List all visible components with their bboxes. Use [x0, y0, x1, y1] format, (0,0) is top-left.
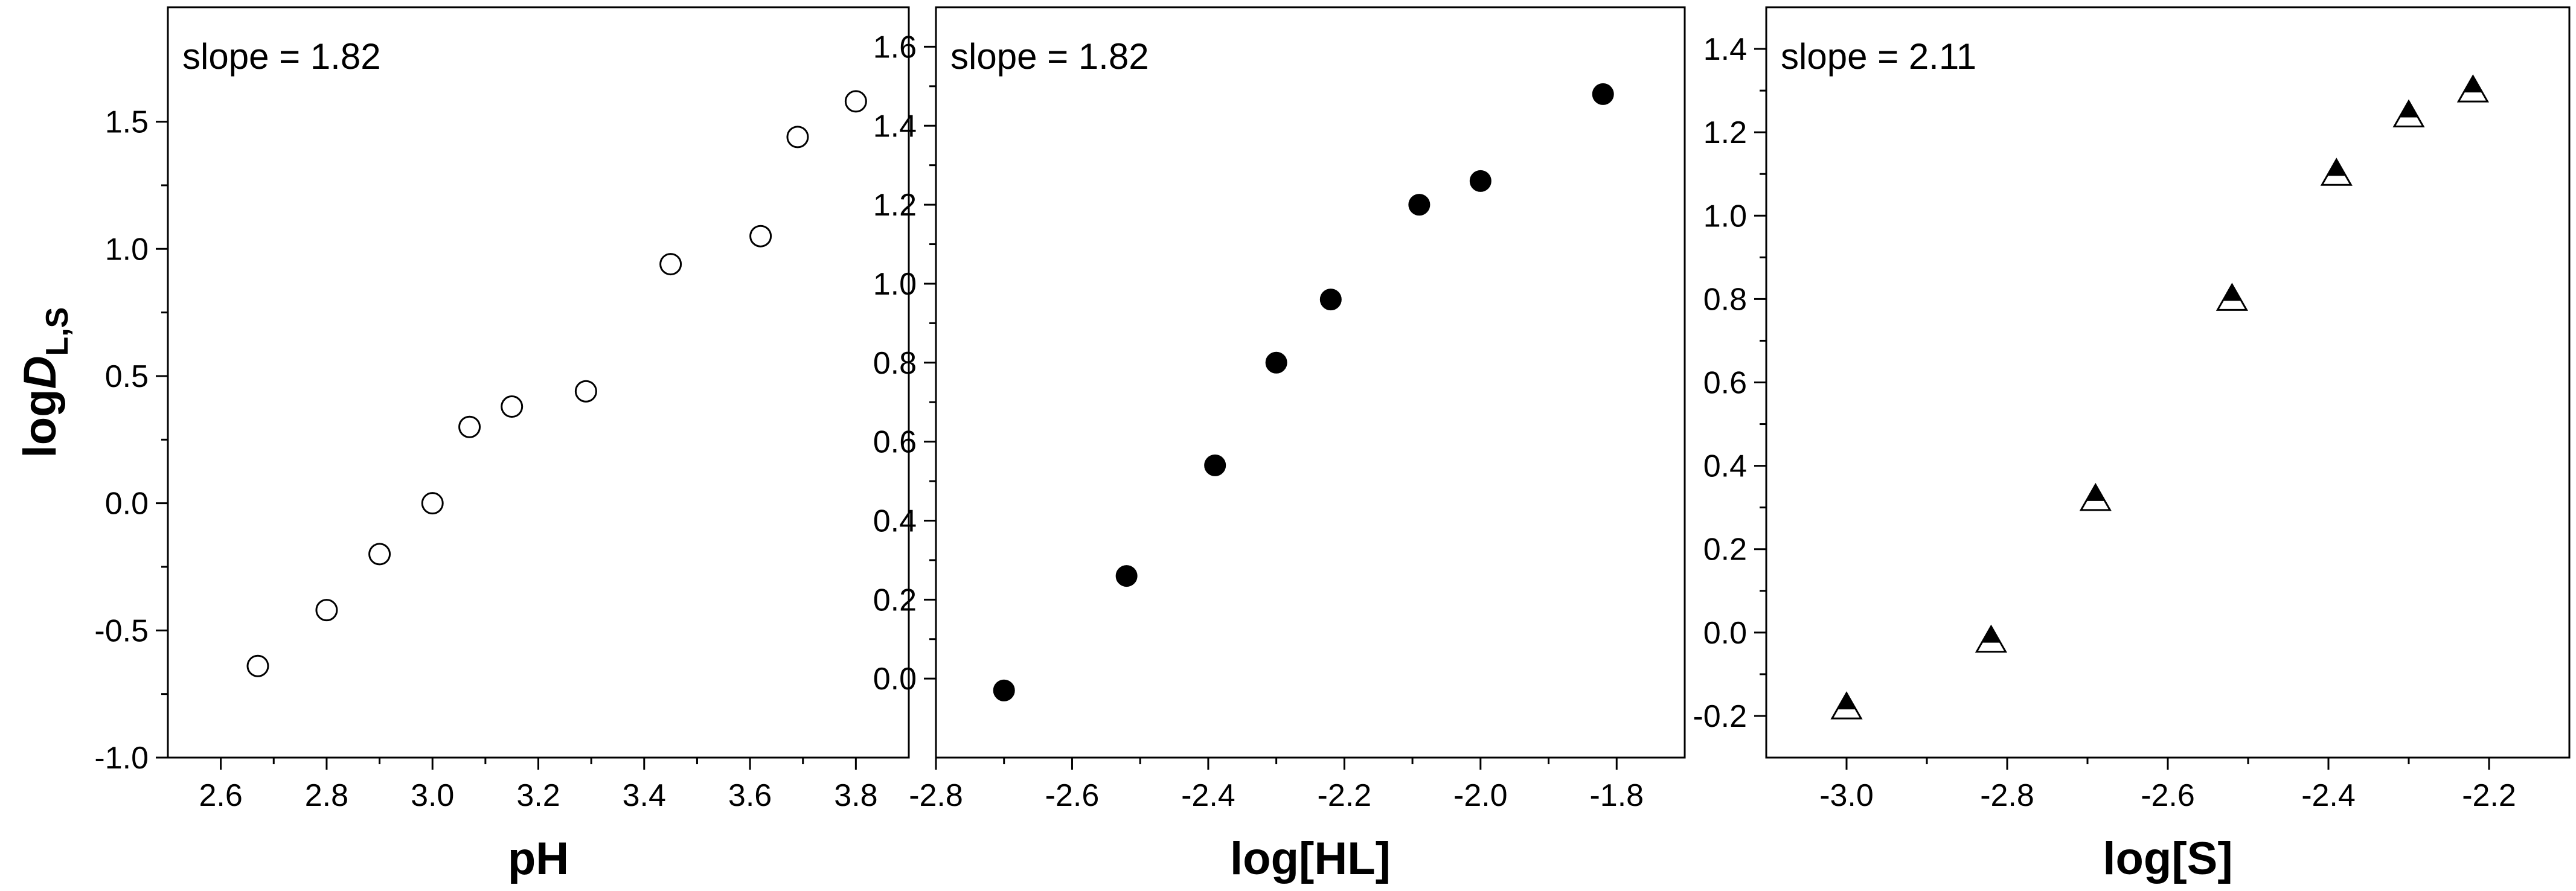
x-axis-title: log[S] — [2103, 833, 2232, 884]
data-point — [993, 679, 1015, 701]
y-axis-title-log: log — [14, 389, 66, 458]
data-point — [1115, 565, 1138, 587]
data-point — [659, 253, 682, 276]
x-tick-label: 3.4 — [623, 778, 666, 813]
x-tick-label: -2.4 — [1181, 778, 1235, 813]
y-tick-label: 0.0 — [1703, 616, 1747, 651]
x-tick-label: -2.8 — [909, 778, 963, 813]
y-tick-label: 1.0 — [873, 267, 917, 302]
data-point — [501, 395, 524, 418]
y-tick-label: -0.5 — [94, 613, 149, 648]
slope-annotation: slope = 1.82 — [950, 36, 1149, 77]
data-point — [1319, 289, 1342, 311]
x-tick-label: -2.2 — [1318, 778, 1372, 813]
data-point — [2320, 158, 2353, 186]
x-tick-label: 3.6 — [728, 778, 772, 813]
chart-panel-2: -2.8 -2.6 -2.4 -2.2 -2.0 -1.8 0.0 0.2 0.4 0.6 0.8 1… — [873, 6, 1686, 884]
data-point — [458, 415, 481, 438]
x-tick-label: -2.6 — [1045, 778, 1100, 813]
data-point — [2079, 482, 2112, 511]
y-tick-label: 1.2 — [1703, 115, 1747, 150]
data-point — [1975, 624, 2007, 653]
x-tick-label: 3.0 — [411, 778, 454, 813]
data-point — [1469, 170, 1491, 192]
y-tick-label: 1.4 — [873, 109, 917, 144]
y-tick-label: 0.0 — [105, 487, 149, 522]
y-tick-label: 0.8 — [873, 346, 917, 381]
x-tick-label: -2.0 — [1453, 778, 1508, 813]
data-point — [421, 492, 444, 515]
y-tick-label: -1.0 — [94, 741, 149, 776]
y-tick-label: 0.2 — [873, 583, 917, 618]
slope-annotation: slope = 1.82 — [182, 36, 381, 77]
y-tick-label: 0.4 — [1703, 449, 1747, 484]
x-axis-title: pH — [508, 833, 569, 884]
x-tick-label: 3.8 — [834, 778, 877, 813]
x-tick-label: 3.2 — [516, 778, 560, 813]
y-tick-label: -0.2 — [1693, 699, 1747, 734]
data-point — [1592, 83, 1614, 105]
plot-frame — [935, 6, 1686, 759]
data-point — [315, 599, 338, 622]
y-tick-label: 1.4 — [1703, 32, 1747, 67]
x-tick-label: 2.6 — [199, 778, 242, 813]
y-tick-label: 0.4 — [873, 503, 917, 538]
chart-panel-3: -3.0 -2.8 -2.6 -2.4 -2.2 -0.2 0.0 0.2 0.4 0.6 0.8 1… — [1693, 6, 2571, 884]
x-tick-label: -1.8 — [1589, 778, 1644, 813]
y-axis-title-subscript: L,S — [40, 307, 75, 356]
data-point — [1408, 194, 1431, 216]
plot-frame — [1765, 6, 2571, 759]
y-axis-title: logDL,S — [14, 307, 75, 458]
y-tick-label: 1.0 — [105, 232, 149, 267]
data-point — [368, 543, 391, 566]
data-point — [786, 126, 809, 148]
y-tick-label: 0.0 — [873, 662, 917, 697]
y-tick-label: 0.2 — [1703, 532, 1747, 567]
plot-frame — [167, 6, 910, 759]
x-tick-label: -2.8 — [1980, 778, 2034, 813]
data-point — [844, 90, 867, 113]
y-axis-title-d: D — [14, 356, 66, 389]
data-point — [1204, 454, 1226, 476]
data-point — [2216, 283, 2248, 311]
chart-panel-1: 2.6 2.8 3.0 3.2 3.4 3.6 3.8 -1.0 -0.5 0.0 0.5 1.0 1.… — [14, 6, 910, 884]
x-tick-label: -2.6 — [2141, 778, 2195, 813]
y-tick-label: 1.0 — [1703, 199, 1747, 234]
y-tick-label: 0.6 — [1703, 366, 1747, 401]
data-point — [1265, 351, 1287, 374]
data-point — [2392, 99, 2425, 128]
data-point — [749, 225, 772, 248]
y-tick-label: 0.6 — [873, 425, 917, 460]
y-tick-label: 1.5 — [105, 105, 149, 140]
data-point — [1830, 691, 1863, 720]
x-tick-label: 2.8 — [305, 778, 348, 813]
data-point — [2456, 74, 2489, 103]
x-tick-label: -3.0 — [1819, 778, 1874, 813]
y-tick-label: 0.5 — [105, 359, 149, 394]
y-tick-label: 1.6 — [873, 30, 917, 65]
slope-annotation: slope = 2.11 — [1781, 36, 1976, 77]
y-tick-label: 1.2 — [873, 188, 917, 223]
y-tick-label: 0.8 — [1703, 282, 1747, 317]
data-point — [246, 654, 269, 677]
x-tick-label: -2.4 — [2301, 778, 2356, 813]
x-axis-title: log[HL] — [1230, 833, 1391, 884]
x-tick-label: -2.2 — [2462, 778, 2516, 813]
data-point — [574, 380, 597, 403]
